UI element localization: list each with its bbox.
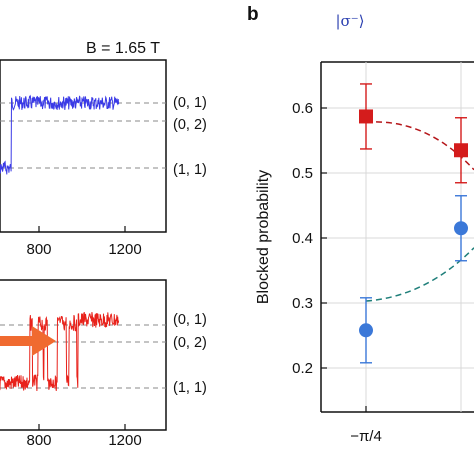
data-points [359,83,468,364]
y-tick-label: 0.4 [292,230,313,247]
red-square-point-1 [454,117,468,184]
tick-label-1200-top: 1200 [108,241,141,258]
blue-trace [0,94,120,175]
x-ticks: −π/4 [350,406,382,445]
field-label: B = 1.65 T [86,40,160,57]
state-label-01-top: (0, 1) [173,95,207,111]
tick-label-800-bottom: 800 [26,432,51,449]
y-tick-label: 0.6 [292,100,313,117]
state-label-11-bottom: (1, 1) [173,380,207,396]
y-tick-label: 0.2 [292,360,313,377]
panel-a-bottom-frame [0,279,167,431]
tick-label-800-top: 800 [26,241,51,258]
panel-label-b: b [247,4,259,25]
panel-b: b |σ⁻⟩ 0.2 0.3 0.4 0.5 0.6 −π/4 Blocked prob… [247,4,474,445]
teal-fit-curve [365,247,474,302]
state-label-11-top: (1, 1) [173,162,207,178]
panel-a-bottom: 800 1200 (0, 1) (0, 2) (1, 1) [0,279,207,449]
panel-a-top-frame [0,59,167,233]
blue-circle-point-0 [359,297,373,364]
x-tick-label: −π/4 [350,428,382,445]
red-trace [0,311,120,392]
arrow-icon [0,326,56,356]
state-label-02-bottom: (0, 2) [173,335,207,351]
state-label-01-bottom: (0, 1) [173,312,207,328]
y-ticks: 0.2 0.3 0.4 0.5 0.6 [292,100,327,377]
y-axis-label: Blocked probability [255,170,272,304]
y-tick-label: 0.5 [292,165,313,182]
red-fit-curve [365,121,474,171]
ket-label: |σ⁻⟩ [335,12,364,30]
tick-label-1200-bottom: 1200 [108,432,141,449]
y-tick-label: 0.3 [292,295,313,312]
state-label-02-top: (0, 2) [173,117,207,133]
red-square-point-0 [359,83,373,150]
grid [321,62,474,412]
panel-a-top: 800 1200 (0, 1) (0, 2) (1, 1) B = 1.65 T [0,40,207,258]
blue-circle-point-1 [454,195,468,262]
